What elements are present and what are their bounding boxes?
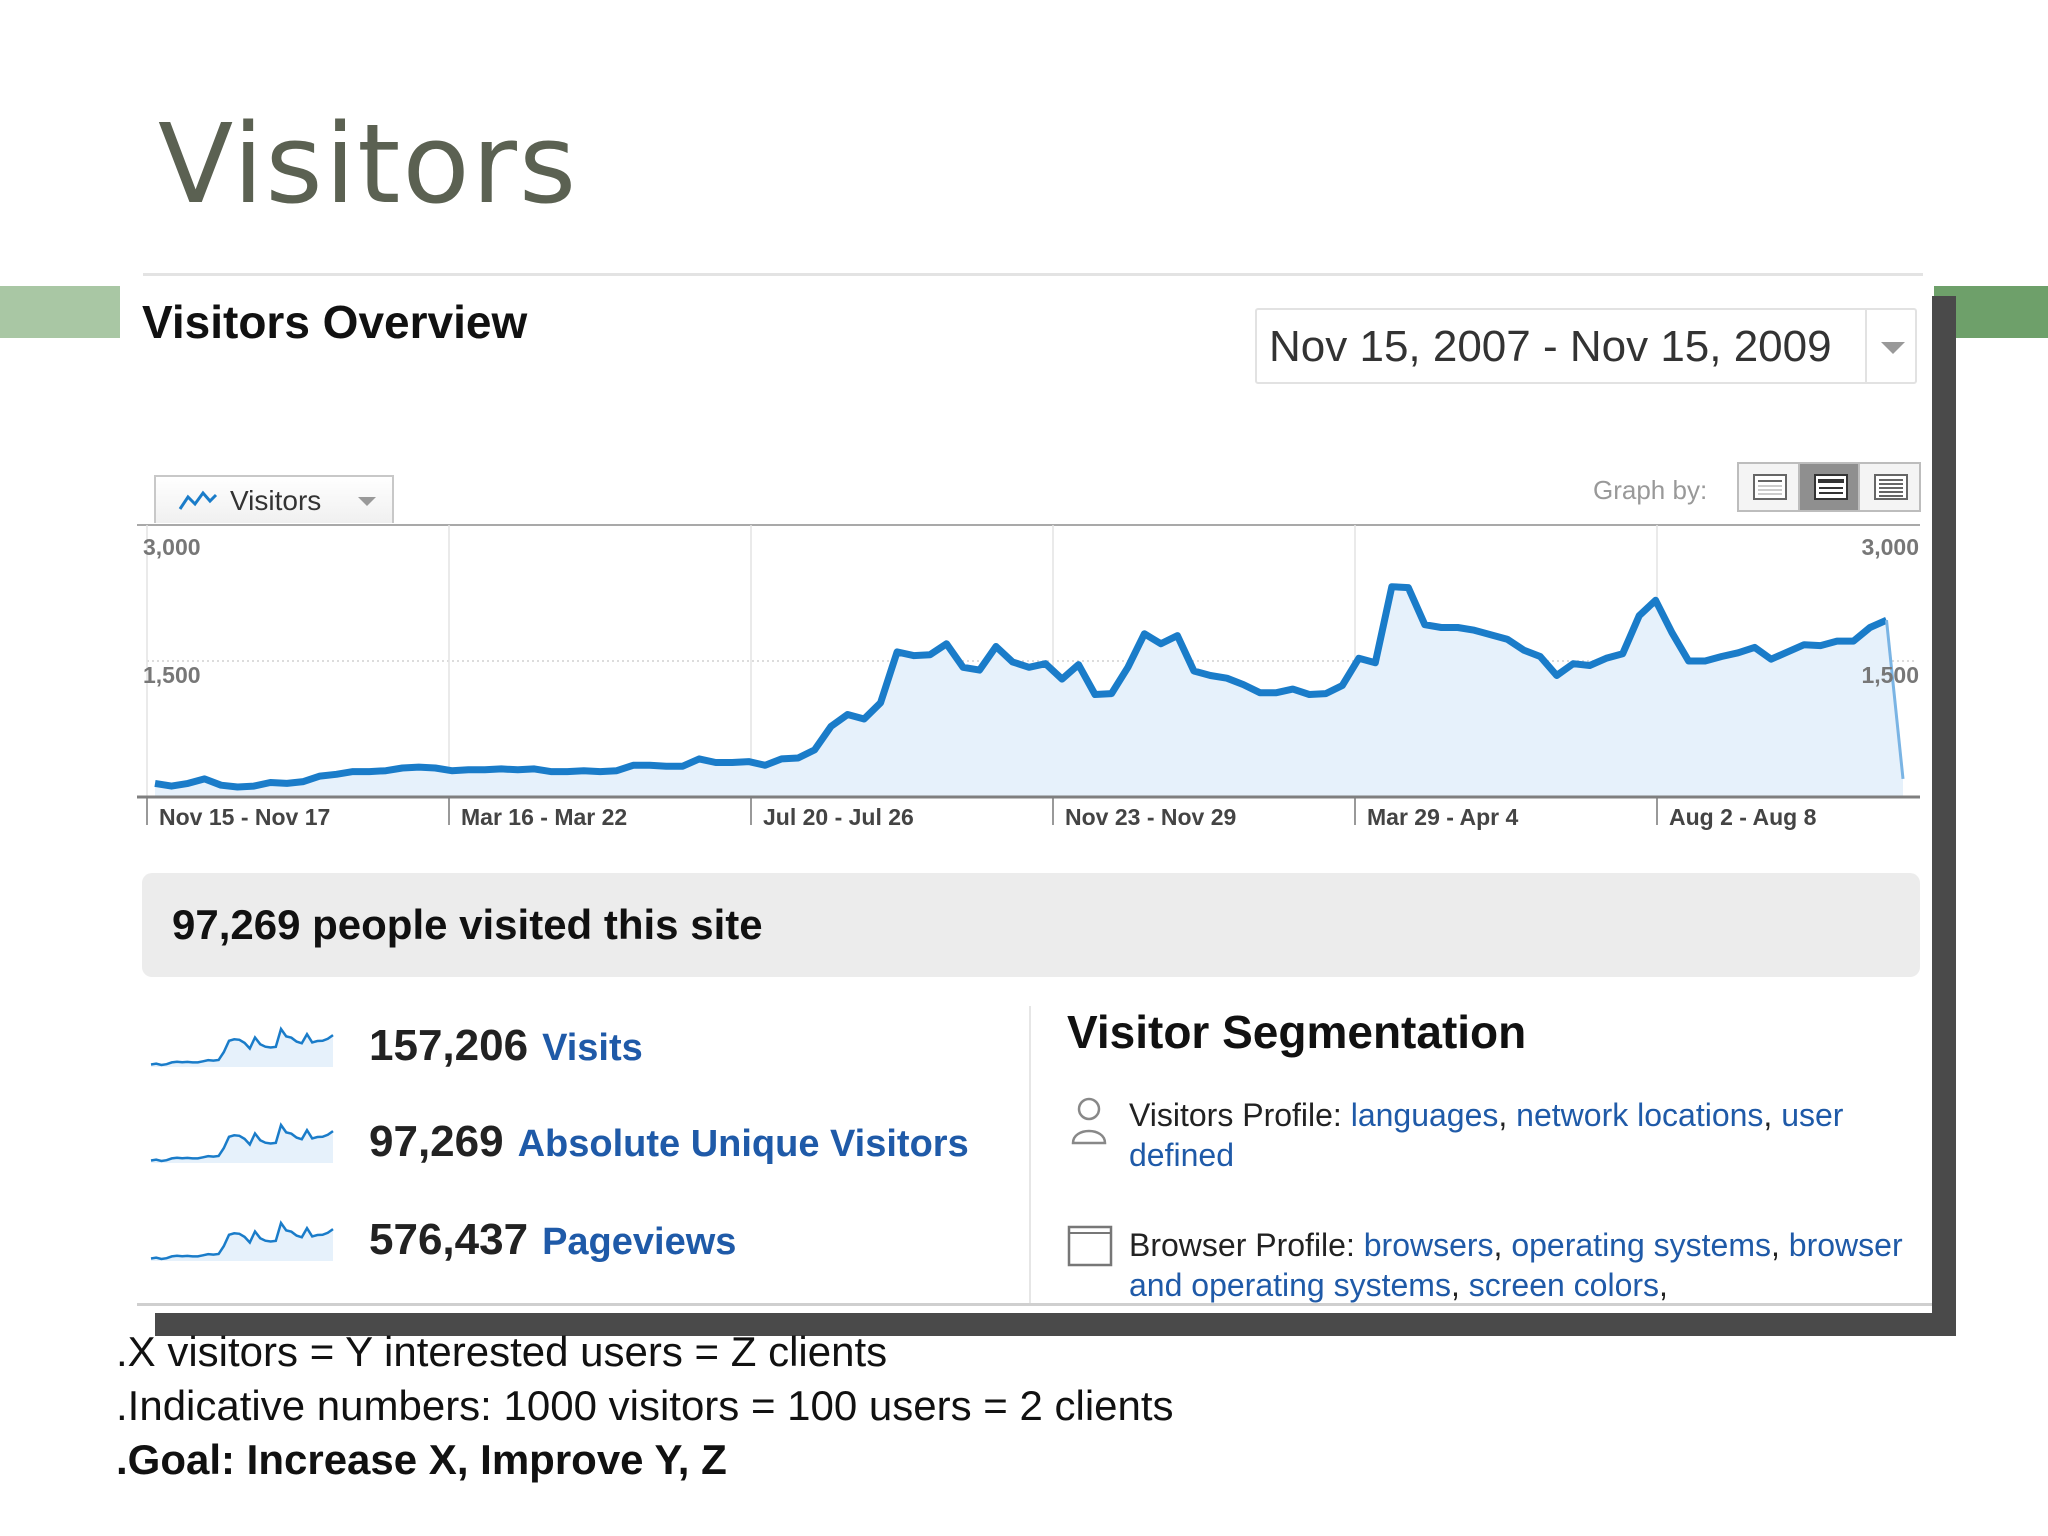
stat-number: 576,437: [369, 1215, 529, 1264]
series-line-partial: [1885, 620, 1905, 780]
y-tick-label-right: 3,000: [1861, 534, 1919, 560]
stat-link-unique-visitors[interactable]: Absolute Unique Visitors: [517, 1123, 969, 1165]
sparkline-line: [150, 1026, 334, 1067]
bullet-2: .Indicative numbers: 1000 visitors = 100…: [116, 1382, 1174, 1429]
page-title: Visitors Overview: [142, 296, 528, 348]
link-languages[interactable]: languages: [1350, 1097, 1499, 1133]
date-range-value: Nov 15, 2007 - Nov 15, 2009: [1269, 322, 1832, 371]
graph-by-day-button[interactable]: [1739, 464, 1800, 510]
stat-value: 97,269 Absolute Unique Visitors: [369, 1117, 969, 1167]
stat-row-visits: 157,206 Visits: [149, 1013, 1009, 1083]
person-icon: [1071, 1097, 1107, 1145]
stat-link-pageviews[interactable]: Pageviews: [542, 1221, 737, 1263]
bullet-list: .X visitors = Y interested users = Z cli…: [116, 1325, 1174, 1487]
segmentation-title: Visitor Segmentation: [1067, 1006, 1527, 1058]
metric-selector-label: Visitors: [230, 485, 322, 516]
series-area: [155, 586, 1903, 797]
y-tick-label-left: 3,000: [143, 534, 201, 560]
link-operating-systems[interactable]: operating systems: [1511, 1227, 1771, 1263]
bottom-divider: [137, 1303, 1932, 1306]
top-divider: [143, 273, 1923, 276]
x-tick-label: Aug 2 - Aug 8: [1669, 804, 1817, 830]
link-browser-and-os[interactable]: browser and operating systems: [1129, 1227, 1903, 1303]
stat-row-unique-visitors: 97,269 Absolute Unique Visitors: [149, 1109, 1009, 1179]
summary-bar: 97,269 people visited this site: [142, 873, 1920, 977]
stat-number: 157,206: [369, 1021, 529, 1070]
month-icon: [1874, 474, 1909, 500]
sparkline-visits: [150, 1026, 334, 1067]
stat-value: 157,206 Visits: [369, 1021, 643, 1071]
graph-by-label: Graph by:: [1593, 475, 1708, 505]
browser-profile-text: Browser Profile: browsers, operating sys…: [1129, 1227, 1903, 1303]
sparkline-pageviews: [150, 1220, 334, 1261]
browser-profile-label: Browser Profile:: [1129, 1227, 1355, 1263]
line-graph-icon: [178, 490, 218, 510]
bullet-1: .X visitors = Y interested users = Z cli…: [116, 1328, 888, 1375]
sparkline-area: [151, 1223, 333, 1261]
series-line: [154, 583, 1888, 791]
x-tick-label: Jul 20 - Jul 26: [763, 804, 914, 830]
stat-value: 576,437 Pageviews: [369, 1215, 736, 1265]
x-tick-label: Mar 29 - Apr 4: [1367, 804, 1518, 830]
week-icon: [1813, 474, 1848, 500]
day-icon: [1753, 474, 1787, 500]
column-divider: [1029, 1006, 1031, 1306]
sparkline-area: [151, 1029, 333, 1067]
sparkline-line: [150, 1220, 334, 1261]
link-user-defined[interactable]: user defined: [1129, 1097, 1844, 1173]
stat-row-pageviews: 576,437 Pageviews: [149, 1207, 1009, 1277]
chevron-down-icon[interactable]: [1865, 310, 1915, 382]
browser-window-icon: [1067, 1225, 1113, 1267]
sparkline-area: [151, 1125, 333, 1163]
y-tick-label-right: 1,500: [1861, 662, 1919, 688]
analytics-screenshot: Visitors Overview Nov 15, 2007 - Nov 15,…: [137, 273, 1932, 1313]
date-range-picker[interactable]: Nov 15, 2007 - Nov 15, 2009: [1255, 308, 1917, 384]
metric-selector[interactable]: Visitors: [154, 475, 394, 523]
visitors-chart: 3,000 3,000 1,500 1,500 Nov 15 - Nov 17 Mar 1…: [137, 524, 1920, 830]
sparkline-unique-visitors: [150, 1122, 334, 1163]
stat-number: 97,269: [369, 1117, 504, 1166]
accent-bar-left: [0, 286, 120, 338]
graph-by-month-button[interactable]: [1860, 464, 1920, 510]
summary-text: 97,269 people visited this site: [172, 901, 763, 948]
x-tick-label: Nov 15 - Nov 17: [159, 804, 330, 830]
x-tick-label: Nov 23 - Nov 29: [1065, 804, 1236, 830]
link-network-locations[interactable]: network locations: [1516, 1097, 1764, 1133]
chevron-down-icon: [358, 497, 376, 506]
sparkline-line: [150, 1122, 334, 1163]
bullet-3: .Goal: Increase X, Improve Y, Z: [116, 1436, 727, 1483]
graph-by-week-button[interactable]: [1799, 464, 1861, 510]
stat-link-visits[interactable]: Visits: [542, 1027, 643, 1069]
visitors-profile-text: Visitors Profile: languages, network loc…: [1129, 1097, 1844, 1173]
link-browsers[interactable]: browsers: [1363, 1227, 1494, 1263]
visitors-profile-label: Visitors Profile:: [1129, 1097, 1342, 1133]
slide-title: Visitors: [158, 100, 579, 228]
x-tick-label: Mar 16 - Mar 22: [461, 804, 627, 830]
link-screen-colors[interactable]: screen colors: [1468, 1267, 1660, 1303]
graph-by-toggle: [1737, 462, 1921, 512]
y-tick-label-left: 1,500: [143, 662, 201, 688]
